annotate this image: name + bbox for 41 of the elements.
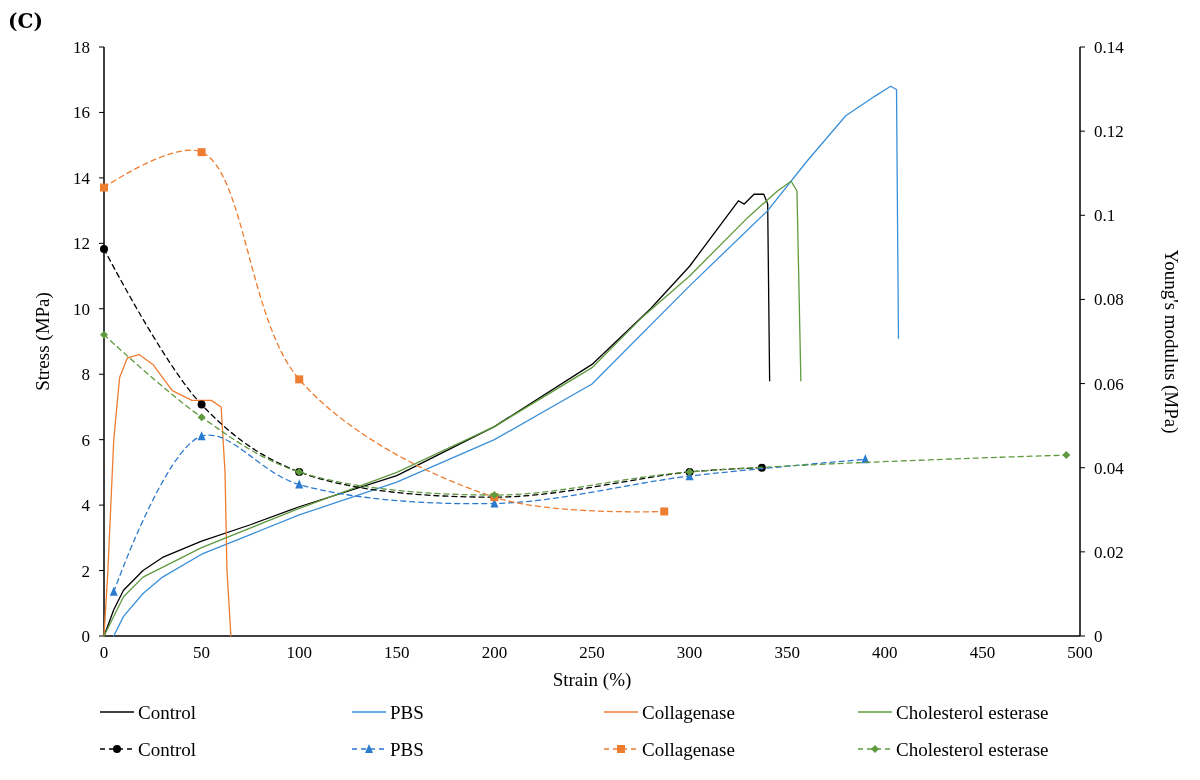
y-tick-label: 14 xyxy=(73,168,91,188)
y2-tick-label: 0.12 xyxy=(1094,122,1124,142)
x-tick-label: 100 xyxy=(286,643,312,662)
x-tick-label: 50 xyxy=(193,643,211,662)
x-tick-label: 250 xyxy=(579,643,605,662)
x-tick-label: 150 xyxy=(384,643,410,662)
y2-tick-label: 0.06 xyxy=(1094,374,1124,394)
y2-axis-title: Young's modulus (MPa) xyxy=(1160,249,1182,434)
x-axis-title: Strain (%) xyxy=(552,669,632,691)
y-tick-label: 8 xyxy=(81,365,90,385)
x-tick-label: 500 xyxy=(1067,643,1093,662)
chart-title: (C) xyxy=(8,9,43,33)
legend-label: Collagenase xyxy=(642,701,735,723)
x-tick-label: 400 xyxy=(872,643,898,662)
y-tick-label: 6 xyxy=(81,430,90,450)
legend-label: PBS xyxy=(390,701,424,723)
legend-label: Cholesterol esterase xyxy=(896,701,1049,723)
y2-tick-label: 0.08 xyxy=(1094,290,1124,310)
x-tick-label: 350 xyxy=(774,643,800,662)
legend-label: Control xyxy=(138,701,197,723)
legend-label: Collagenase xyxy=(642,738,735,760)
x-tick-label: 300 xyxy=(676,643,703,662)
y-axis-title: Stress (MPa) xyxy=(32,292,54,391)
y-tick-label: 0 xyxy=(81,626,90,646)
y2-tick-label: 0.14 xyxy=(1094,37,1125,57)
x-tick-label: 0 xyxy=(99,643,109,662)
x-tick-label: 450 xyxy=(969,643,996,662)
x-tick-label: 200 xyxy=(481,643,508,662)
legend-label: Cholesterol esterase xyxy=(896,738,1049,760)
y-tick-label: 2 xyxy=(81,561,90,581)
legend-label: Control xyxy=(138,738,197,760)
y-tick-label: 4 xyxy=(81,496,91,516)
y2-tick-label: 0.02 xyxy=(1094,542,1124,562)
y2-tick-label: 0.04 xyxy=(1094,458,1125,478)
y-tick-label: 18 xyxy=(73,37,90,57)
y-tick-label: 10 xyxy=(73,299,90,319)
y-tick-label: 16 xyxy=(73,103,90,123)
y-tick-label: 12 xyxy=(73,234,90,254)
y2-tick-label: 0 xyxy=(1094,626,1103,646)
legend-label: PBS xyxy=(390,738,424,760)
y2-tick-label: 0.1 xyxy=(1094,206,1116,226)
